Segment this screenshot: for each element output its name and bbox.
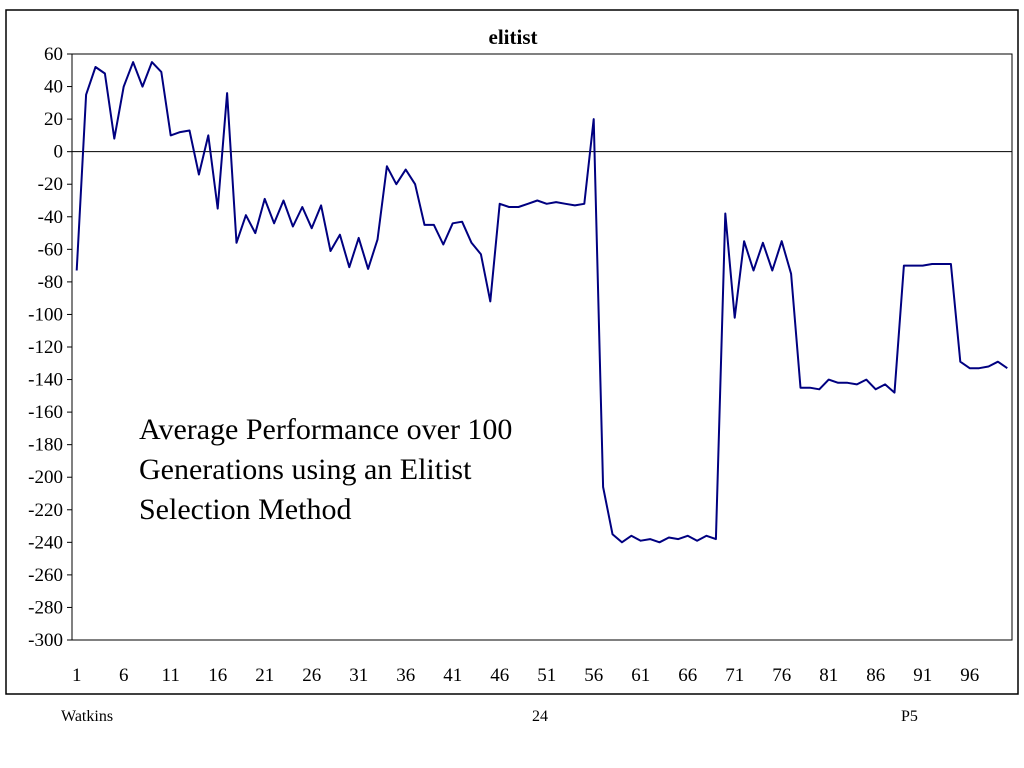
y-tick-label: 60 [44,44,63,65]
x-tick-label: 76 [772,665,791,686]
x-tick-label: 41 [443,665,462,686]
y-tick-label: -280 [28,597,63,618]
x-tick-label: 66 [678,665,697,686]
chart-title: elitist [489,25,538,49]
y-tick-label: -260 [28,565,63,586]
x-tick-label: 46 [490,665,509,686]
y-tick-label: -60 [38,239,63,260]
x-tick-label: 21 [255,665,274,686]
y-tick-label: -160 [28,402,63,423]
y-tick-label: -80 [38,272,63,293]
footer-slide-id: P5 [901,708,918,725]
annotation-line-1: Average Performance over 100 [139,413,513,446]
x-tick-label: 6 [119,665,129,686]
x-tick-label: 71 [725,665,744,686]
y-tick-label: -220 [28,500,63,521]
x-tick-label: 31 [349,665,368,686]
y-tick-label: 40 [44,77,63,98]
x-tick-label: 81 [819,665,838,686]
x-tick-label: 61 [631,665,650,686]
y-tick-label: -120 [28,337,63,358]
x-tick-label: 86 [866,665,885,686]
x-tick-label: 16 [208,665,227,686]
y-tick-label: -140 [28,370,63,391]
annotation-line-2: Generations using an Elitist [139,453,472,486]
x-tick-label: 91 [913,665,932,686]
x-tick-label: 1 [72,665,82,686]
x-tick-label: 56 [584,665,603,686]
x-tick-label: 11 [162,665,180,686]
x-tick-label: 51 [537,665,556,686]
y-tick-label: -300 [28,630,63,651]
y-tick-label: -20 [38,174,63,195]
y-tick-label: 20 [44,109,63,130]
annotation-line-3: Selection Method [139,493,352,526]
series-line [75,61,1008,544]
x-tick-label: 36 [396,665,415,686]
y-tick-label: 0 [54,142,64,163]
y-tick-label: -100 [28,304,63,325]
y-tick-label: -240 [28,532,63,553]
chart-outer-frame [5,9,1019,695]
chart-annotation: Average Performance over 100 Generations… [139,410,599,530]
y-tick-label: -40 [38,207,63,228]
x-axis-ticks: 1 6 11 16 21 26 31 36 41 46 51 56 61 66 71 76 81 86 91 96 [72,665,979,686]
footer-author: Watkins [61,708,114,725]
footer-page-number: 24 [532,708,548,725]
x-tick-label: 96 [960,665,979,686]
x-tick-label: 26 [302,665,321,686]
y-tick-label: -200 [28,467,63,488]
y-tick-label: -180 [28,435,63,456]
y-axis-ticks: 60 40 20 0 -20 -40 -60 -80 -100 -120 -140 -160 -180 -… [28,44,72,651]
